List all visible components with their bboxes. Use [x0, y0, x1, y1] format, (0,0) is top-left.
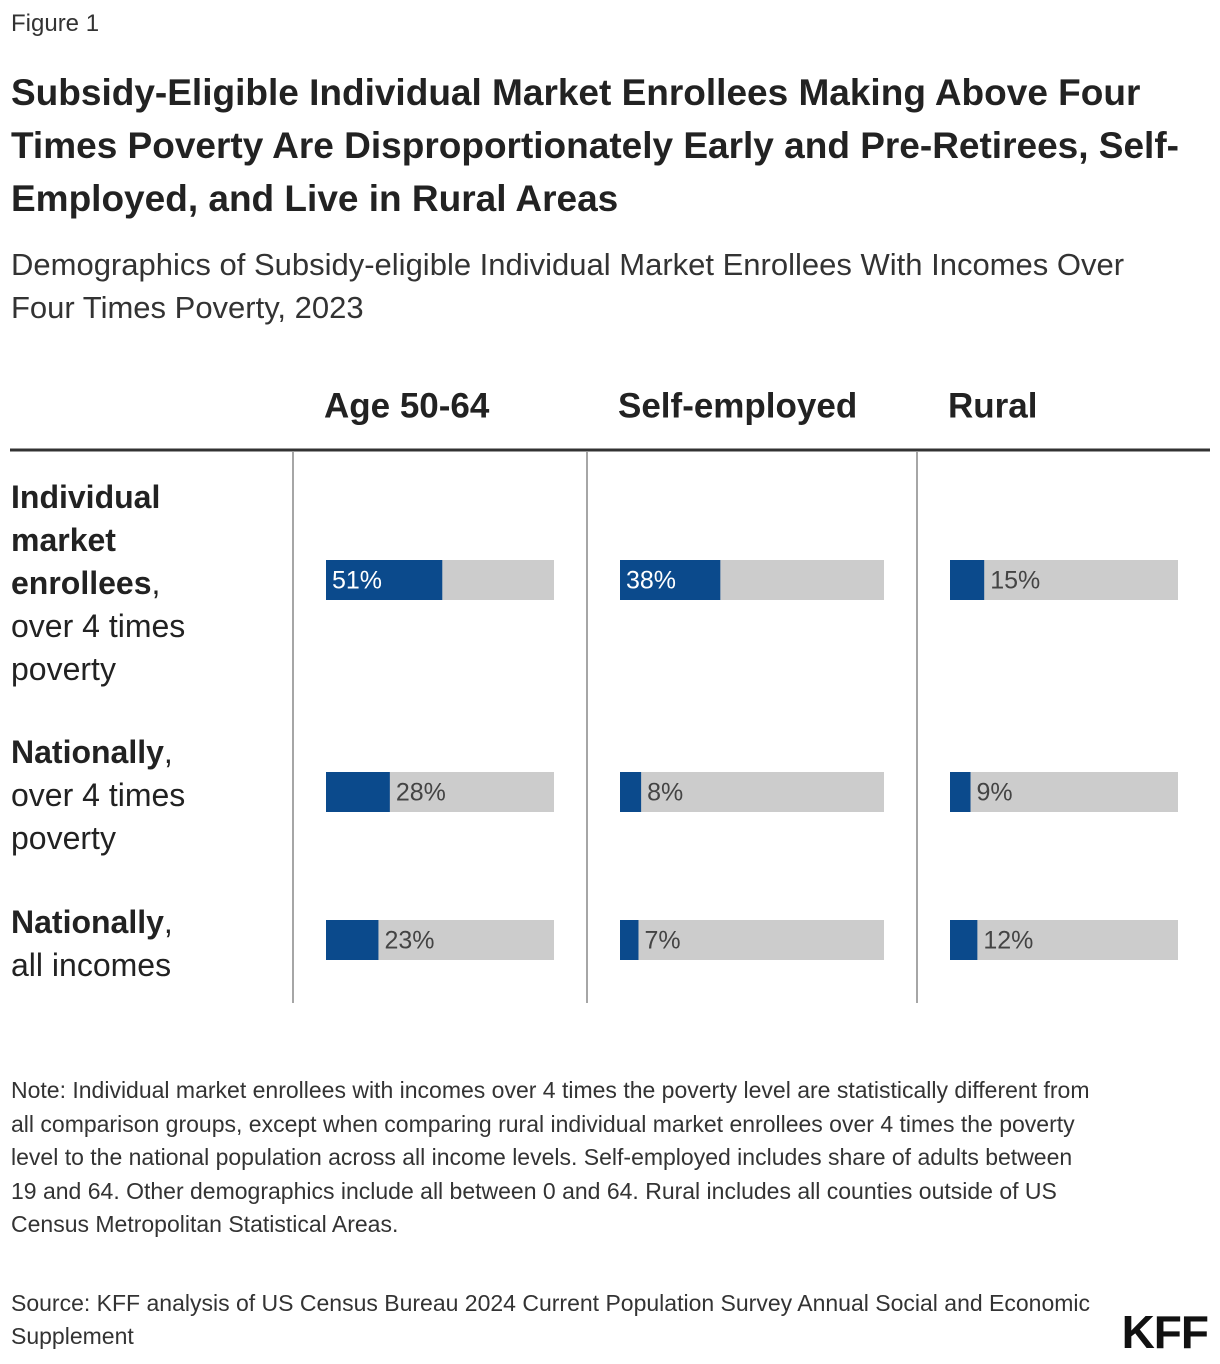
row-label: Individual market enrollees, over 4 time…	[11, 476, 211, 691]
bar	[950, 920, 978, 960]
value-label: 12%	[983, 927, 1033, 955]
row-label-bold: Nationally	[11, 734, 164, 770]
bar	[326, 920, 379, 960]
row-label-regular: , over 4 times poverty	[11, 565, 186, 687]
value-label: 7%	[644, 927, 680, 955]
note: Note: Individual market enrollees with i…	[11, 1077, 1090, 1237]
row-label: Nationally, over 4 times poverty	[11, 731, 211, 860]
bar	[326, 560, 443, 600]
row-label-bold: Nationally	[11, 904, 164, 940]
source: Source: KFF analysis of US Census Bureau…	[11, 1290, 1091, 1349]
bar	[950, 772, 971, 812]
bar	[620, 920, 639, 960]
row-label-regular: , over 4 times poverty	[11, 734, 186, 856]
bar-track	[950, 920, 1178, 960]
bar	[326, 772, 390, 812]
row-label-bold: Individual market enrollees	[11, 479, 161, 601]
chart-title: Subsidy-Eligible Individual Market Enrol…	[11, 72, 1179, 219]
bar-track	[620, 920, 884, 960]
value-label: 15%	[990, 567, 1040, 595]
bar-track	[950, 772, 1178, 812]
figure-label: Figure 1	[11, 10, 100, 37]
column-header: Self-employed	[618, 386, 857, 425]
bar	[950, 560, 985, 600]
value-label: 38%	[626, 567, 676, 595]
column-header: Rural	[948, 386, 1037, 425]
row-label-regular: , all incomes	[11, 904, 173, 983]
bar	[620, 560, 721, 600]
value-label: 9%	[977, 779, 1013, 807]
value-label: 28%	[396, 779, 446, 807]
row-label: Nationally, all incomes	[11, 901, 211, 987]
chart-subtitle: Demographics of Subsidy-eligible Individ…	[11, 247, 1125, 325]
column-header: Age 50-64	[324, 386, 490, 425]
bar-track	[950, 560, 1178, 600]
bar	[620, 772, 642, 812]
value-label: 8%	[647, 779, 683, 807]
value-label: 51%	[332, 567, 382, 595]
value-label: 23%	[384, 927, 434, 955]
bar-track	[620, 772, 884, 812]
logo: KFF	[1121, 1306, 1209, 1358]
